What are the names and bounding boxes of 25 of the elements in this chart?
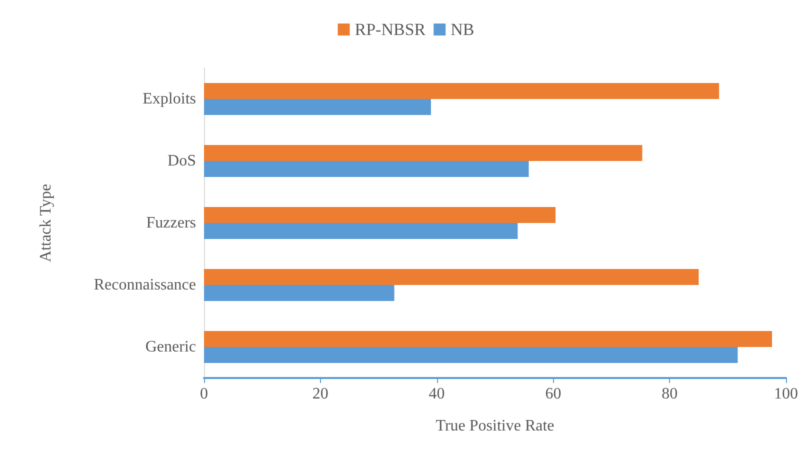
y-tick-label: Exploits: [142, 90, 196, 108]
y-tick-label: Fuzzers: [146, 214, 196, 232]
x-tick-label: 80: [662, 386, 678, 402]
x-tick-label: 20: [312, 386, 328, 402]
y-tick-label: Generic: [145, 338, 196, 356]
x-tick-label: 40: [428, 386, 445, 402]
bar: [204, 207, 556, 223]
bar: [204, 269, 699, 285]
x-tick-label: 0: [200, 386, 208, 402]
bar: [204, 161, 529, 177]
y-tick-label: DoS: [168, 152, 196, 170]
y-axis-title: Attack Type: [38, 184, 54, 262]
y-tick-label: Reconnaissance: [94, 276, 196, 294]
bar: [204, 83, 720, 99]
bar: [204, 285, 394, 301]
x-axis-title: True Positive Rate: [436, 418, 554, 434]
x-tick-label: 100: [774, 386, 798, 402]
legend-label: RP-NBSR: [354, 20, 426, 39]
bar: [204, 145, 642, 161]
bar: [204, 223, 518, 239]
x-tick-label: 60: [545, 386, 562, 402]
legend-label: NB: [450, 20, 474, 39]
bar: [204, 99, 431, 115]
bar: [204, 331, 772, 347]
bar: [204, 347, 738, 363]
